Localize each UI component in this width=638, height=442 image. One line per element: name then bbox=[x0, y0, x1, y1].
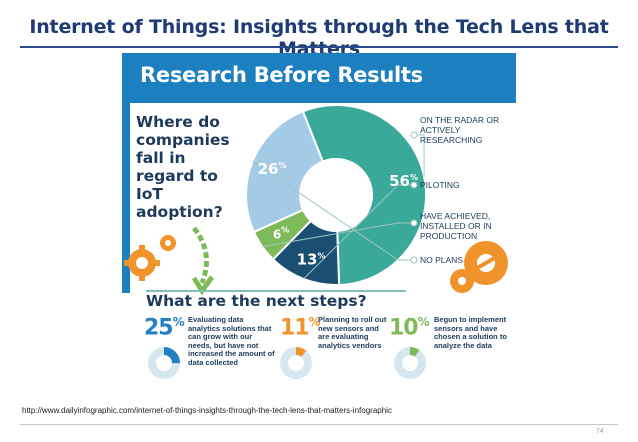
gears-icon bbox=[450, 241, 508, 293]
legend-piloting: PILOTING bbox=[420, 180, 460, 190]
step-2-text: Planning to roll out new sensors and are… bbox=[318, 315, 387, 350]
step-3-text: Begun to implement sensors and have chos… bbox=[434, 315, 507, 350]
pie-leader-line bbox=[262, 222, 412, 248]
pie-value-label: 26% bbox=[258, 160, 287, 178]
step-donut-track bbox=[394, 347, 426, 379]
step-2-percent: 11% bbox=[280, 315, 321, 341]
pie-value-label: 13% bbox=[297, 250, 326, 268]
legend-marker bbox=[410, 219, 418, 227]
left-stripe bbox=[122, 103, 130, 293]
banner-title: Research Before Results bbox=[140, 63, 423, 87]
pie-leader-line bbox=[303, 184, 412, 280]
infographic-banner: Research Before Results bbox=[122, 53, 516, 103]
step-donut-fill bbox=[148, 347, 180, 379]
step-3-value: 10 bbox=[389, 315, 419, 341]
gear-icon bbox=[124, 245, 160, 281]
legend-radar: ON THE RADAR OR ACTIVELY RESEARCHING bbox=[420, 115, 500, 145]
next-steps-title: What are the next steps? bbox=[146, 292, 367, 310]
step-2-unit: % bbox=[308, 315, 321, 329]
title-divider bbox=[20, 46, 618, 48]
step-donuts bbox=[148, 347, 426, 379]
step-3-unit: % bbox=[417, 315, 430, 329]
pie-slice bbox=[301, 104, 427, 286]
adoption-pie-chart: 56% 13% 6% 26% bbox=[245, 104, 427, 286]
legend-marker bbox=[410, 181, 418, 189]
legend-marker bbox=[410, 256, 418, 264]
step-1-value: 25 bbox=[144, 315, 174, 341]
pie-value-label: 56% bbox=[389, 172, 418, 190]
pie-leader-line bbox=[252, 160, 412, 261]
step-1-unit: % bbox=[172, 315, 185, 329]
step-donut-fill bbox=[280, 347, 312, 379]
steps-divider bbox=[146, 290, 406, 292]
step-1-text: Evaluating data analytics solutions that… bbox=[188, 315, 275, 367]
legend-marker bbox=[410, 131, 418, 139]
source-url: http://www.dailyinfographic.com/internet… bbox=[22, 406, 392, 415]
small-gear-icon bbox=[160, 235, 176, 251]
page-number: 74 bbox=[596, 428, 604, 435]
adoption-question: Where do companies fall in regard to IoT… bbox=[136, 113, 230, 221]
step-donut-fill bbox=[394, 347, 426, 379]
decorative-graphics bbox=[124, 226, 508, 296]
step-3-percent: 10% bbox=[389, 315, 430, 341]
pie-slice bbox=[245, 110, 325, 234]
footer-divider bbox=[20, 424, 618, 425]
step-2-value: 11 bbox=[280, 315, 310, 341]
pie-value-label: 6% bbox=[273, 225, 289, 241]
infographic: Research Before Results Where do compani… bbox=[122, 53, 516, 384]
legend-no-plans: NO PLANS bbox=[420, 255, 463, 265]
legend-achieved: HAVE ACHIEVED, INSTALLED OR IN PRODUCTIO… bbox=[420, 211, 492, 241]
step-1-percent: 25% bbox=[144, 315, 185, 341]
